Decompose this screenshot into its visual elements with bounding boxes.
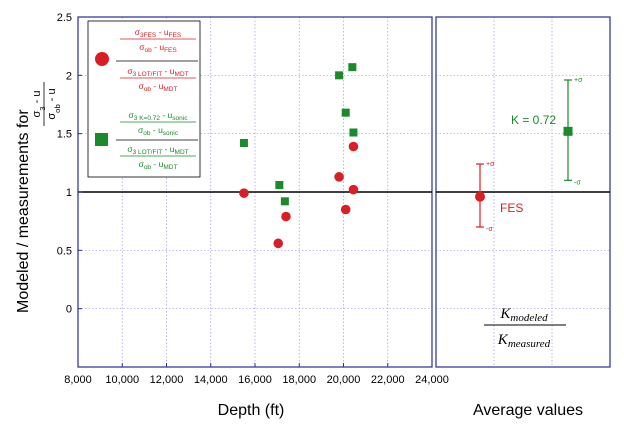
data-point-circle	[281, 211, 291, 222]
data-point-circle	[340, 204, 351, 215]
legend-square-marker	[95, 133, 108, 146]
legend: σ3FES​ - uFES​ σob​ - uFES​ σ3 LOT/FIT​ - …	[87, 20, 201, 178]
x-tick-label: 24,000	[415, 374, 449, 386]
y-tick-label: 0	[66, 304, 72, 316]
x-tick-label: 10,000	[105, 374, 139, 386]
k-ratio-formula: Kmodeled Kmeasured	[484, 306, 566, 350]
plus-sigma-label: +σ	[486, 161, 495, 168]
formula-numerator: Kmodeled	[499, 306, 548, 324]
data-point-circle	[348, 184, 359, 195]
legend-green-ratio-2: σ3 LOT/FIT​ - uMDT​ σob​ - uMDT​	[120, 144, 196, 171]
y-tick-label: 2	[66, 70, 72, 82]
legend-numerator: σ3FES​ - uFES​	[135, 27, 182, 39]
data-point-circle	[273, 238, 284, 249]
legend-green-ratio-1: σ3 K=0.72​ - usonic​ σob​ - usonic​	[120, 110, 196, 137]
data-point-square	[239, 139, 248, 147]
right-x-axis-label: Average values	[473, 402, 583, 419]
data-point-square	[275, 181, 284, 189]
legend-denominator: σob​ - usonic​	[138, 125, 179, 137]
x-tick-label: 20,000	[327, 374, 361, 386]
legend-numerator: σ3 LOT/FIT​ - uMDT​	[127, 144, 188, 156]
y-tick-label: 1	[66, 187, 72, 199]
data-point-square	[335, 71, 344, 80]
legend-denominator: σob​ - uMDT​	[139, 159, 178, 171]
data-point-circle	[334, 172, 344, 182]
legend-red-ratio-1: σ3FES​ - uFES​ σob​ - uFES​	[120, 27, 196, 54]
legend-denominator: σob​ - uMDT​	[139, 81, 178, 93]
x-tick-label: 14,000	[194, 374, 228, 386]
minus-sigma-label: -σ	[574, 179, 581, 186]
legend-numerator: σ3 K=0.72​ - usonic​	[129, 110, 189, 122]
legend-circle-marker	[95, 52, 109, 66]
x-tick-label: 8,000	[64, 374, 92, 386]
y-tick-label: 2.5	[57, 12, 72, 24]
average-point-square	[563, 126, 573, 136]
average-panel	[435, 16, 611, 368]
data-point-square	[349, 128, 358, 137]
data-point-circle	[239, 188, 249, 198]
plus-sigma-label: +σ	[574, 77, 583, 84]
fes-label: FES	[500, 201, 523, 215]
x-axis-label: Depth (ft)	[218, 402, 285, 419]
average-point-circle	[475, 191, 485, 202]
k-label: K = 0.72	[511, 113, 556, 127]
data-point-square	[280, 197, 289, 206]
legend-numerator: σ3 LOT/FIT​ - uMDT​	[127, 66, 188, 78]
x-tick-label: 18,000	[282, 374, 316, 386]
data-point-circle	[348, 141, 359, 152]
y-tick-label: 0.5	[57, 245, 72, 257]
formula-denominator: Kmeasured	[497, 332, 551, 350]
y-label-denominator: σob - u	[46, 88, 62, 119]
x-tick-label: 16,000	[238, 374, 272, 386]
data-point-square	[348, 63, 357, 72]
minus-sigma-label: -σ	[486, 226, 493, 233]
legend-denominator: σob​ - uFES​	[139, 42, 177, 54]
y-tick-label: 1.5	[57, 129, 72, 141]
data-point-square	[341, 108, 350, 117]
x-tick-label: 22,000	[371, 374, 405, 386]
y-axis-label: Modeled / measurements for	[15, 109, 32, 313]
legend-red-ratio-2: σ3 LOT/FIT​ - uMDT​ σob​ - uMDT​	[120, 66, 196, 93]
y-label-numerator: σ3 - u	[31, 91, 47, 118]
legend-box	[87, 20, 201, 178]
x-tick-label: 12,000	[150, 374, 184, 386]
